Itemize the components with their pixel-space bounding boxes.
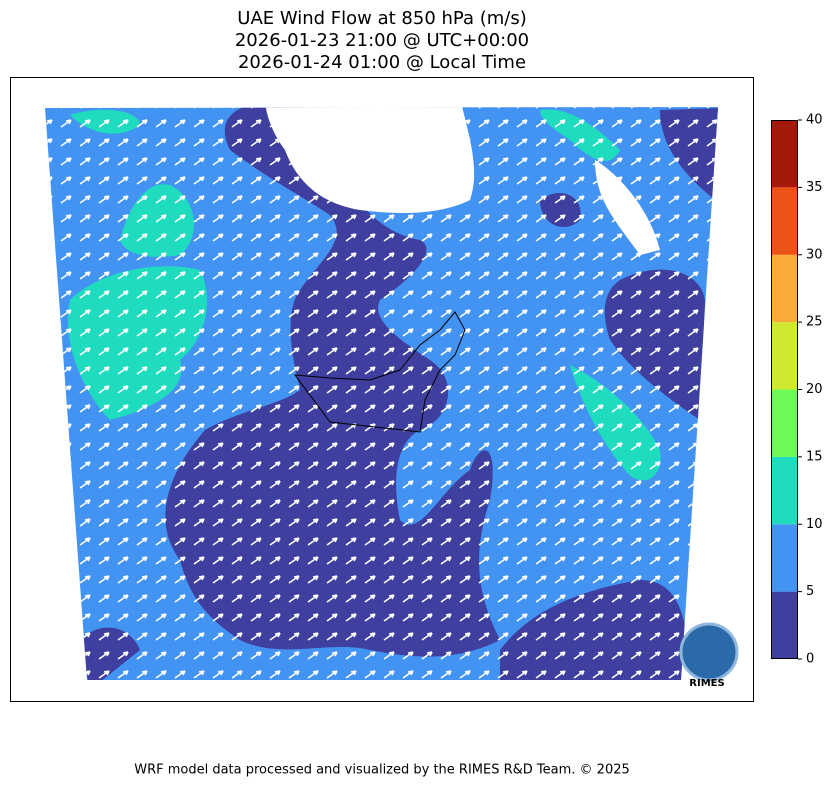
colorbar-segment	[771, 389, 798, 457]
colorbar-segment	[771, 456, 798, 525]
title-line: UAE Wind Flow at 850 hPa (m/s)	[237, 8, 526, 29]
missing-data	[595, 160, 660, 255]
colorbar-tick-label: 20	[806, 382, 823, 397]
colorbar: 0 5 10 15 20 25 30 35 40	[771, 113, 823, 667]
colorbar-segment	[771, 524, 798, 592]
country-border	[293, 311, 466, 433]
wind-field	[45, 107, 718, 680]
colorbar-tick-label: 15	[806, 449, 823, 464]
logo: RIMES	[679, 622, 739, 689]
colorbar-tick-label: 10	[806, 517, 823, 532]
colorbar-segment	[771, 120, 798, 188]
colorbar-tick-label: 25	[806, 315, 823, 330]
colorbar-tick-label: 40	[806, 113, 823, 128]
missing-data	[265, 107, 475, 213]
colorbar-tick-label: 35	[806, 180, 823, 195]
colorbar-tick-label: 5	[806, 584, 814, 599]
logo-text: RIMES	[689, 678, 724, 689]
title-line: 2026-01-24 01:00 @ Local Time	[238, 52, 526, 73]
title-line: 2026-01-23 21:00 @ UTC+00:00	[235, 30, 529, 51]
colorbar-segment	[771, 254, 798, 323]
colorbar-tick-label: 30	[806, 247, 823, 262]
colorbar-frame	[771, 120, 798, 659]
footer: WRF model data processed and visualized …	[134, 763, 630, 778]
colorbar-segment	[771, 591, 798, 659]
colorbar-tick-label: 0	[806, 652, 814, 667]
colorbar-segment	[771, 187, 798, 255]
logo-emblem	[679, 622, 739, 682]
colorbar-segment	[771, 322, 798, 390]
